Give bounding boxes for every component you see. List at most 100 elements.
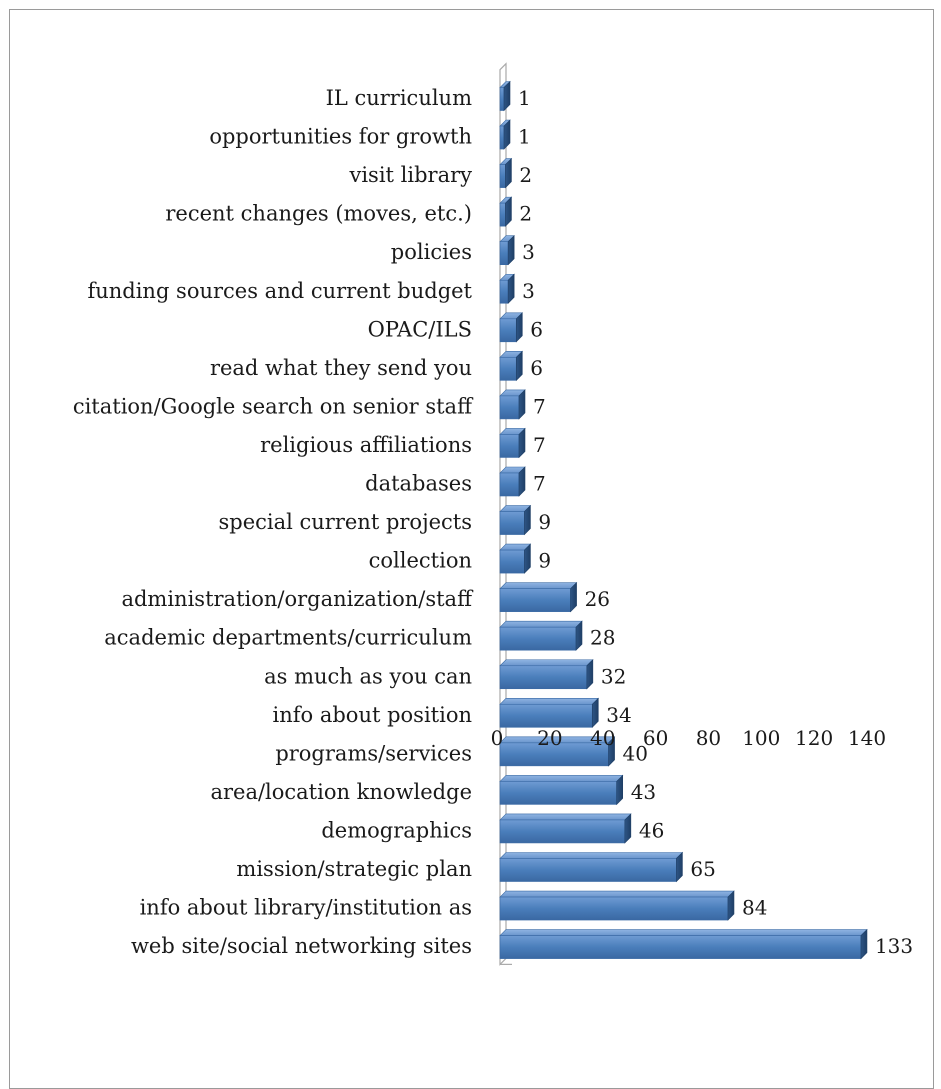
bar-top-face (499, 659, 594, 667)
category-label: info about position (273, 703, 472, 727)
data-label: 46 (639, 818, 664, 842)
data-label: 7 (533, 394, 546, 418)
bar-top-face (499, 697, 600, 705)
x-tick-label: 0 (491, 726, 504, 750)
bar (499, 466, 526, 497)
bar-front-face (499, 279, 509, 304)
category-label: info about library/institution as (140, 896, 472, 920)
bar-side-face (524, 504, 531, 536)
category-label: IL curriculum (326, 86, 473, 110)
bar (499, 119, 511, 150)
bar-side-face (570, 581, 577, 613)
bar-front-face (499, 665, 588, 690)
bar-front-face (499, 318, 517, 343)
bar-side-face (505, 157, 512, 189)
category-label: administration/organization/staff (121, 587, 474, 611)
bar-front-face (499, 395, 520, 420)
bar-side-face (515, 350, 523, 382)
bars-layer (499, 80, 868, 960)
bar-side-face (507, 234, 515, 266)
data-label: 2 (519, 163, 532, 187)
data-label: 9 (538, 510, 551, 534)
bar-side-face (616, 774, 624, 806)
bar (499, 697, 600, 729)
x-tick-label: 20 (537, 726, 562, 750)
x-tick-label: 40 (590, 726, 615, 750)
bar-side-face (505, 196, 512, 227)
bar (499, 80, 511, 112)
data-label: 7 (533, 433, 546, 457)
bar (499, 774, 624, 806)
category-label: mission/strategic plan (236, 857, 472, 881)
bar-front-face (499, 703, 593, 728)
bar-side-face (507, 273, 515, 304)
bar-top-face (499, 929, 868, 936)
bar (499, 813, 632, 844)
x-tick-label: 60 (643, 726, 668, 750)
bar (499, 350, 524, 382)
bar-front-face (499, 472, 520, 497)
data-label: 32 (601, 664, 626, 688)
category-label: OPAC/ILS (368, 317, 472, 341)
bar-front-face (499, 125, 505, 150)
data-label: 9 (538, 549, 551, 573)
category-label: visit library (348, 163, 472, 187)
bar-top-face (499, 775, 624, 782)
data-label: 6 (530, 356, 543, 380)
bar (499, 928, 868, 960)
bar-front-face (499, 588, 571, 612)
bar-top-face (499, 582, 578, 589)
bar-top-face (499, 890, 735, 898)
bar-side-face (515, 312, 523, 343)
bar-side-face (503, 119, 511, 150)
bar (499, 312, 524, 343)
bar-top-face (499, 852, 684, 859)
data-label: 84 (742, 896, 767, 920)
bar (499, 196, 513, 227)
bar-top-face (499, 813, 632, 821)
category-label: opportunities for growth (209, 125, 472, 149)
category-label: special current projects (218, 510, 472, 534)
bar-side-face (503, 80, 511, 112)
x-tick-label: 80 (696, 726, 721, 750)
data-label: 7 (533, 472, 546, 496)
bar-side-face (727, 890, 735, 921)
bar-front-face (499, 164, 506, 188)
bar (499, 157, 513, 189)
bar-side-face (518, 389, 526, 420)
x-tick-label: 140 (848, 726, 886, 750)
bar-front-face (499, 357, 517, 381)
data-label: 133 (875, 934, 913, 958)
bar (499, 620, 583, 651)
bar-front-face (499, 781, 618, 805)
bar-side-face (586, 659, 594, 690)
bar-front-face (499, 434, 520, 458)
bar-front-face (499, 626, 577, 651)
bar (499, 273, 515, 304)
bar (499, 234, 515, 266)
data-label: 40 (623, 741, 648, 765)
data-label: 28 (590, 626, 615, 650)
data-label: 1 (518, 125, 531, 149)
bar-side-face (676, 851, 683, 883)
bar-front-face (499, 87, 505, 111)
category-label: databases (365, 472, 472, 496)
category-label: funding sources and current budget (87, 279, 472, 303)
chart-frame (9, 9, 934, 1089)
data-label: 65 (690, 857, 715, 881)
category-label: demographics (321, 818, 472, 842)
bar-side-face (624, 813, 632, 844)
category-label: read what they send you (210, 356, 472, 380)
data-label: 1 (518, 86, 531, 110)
bar-side-face (518, 427, 526, 459)
x-tick-label: 120 (795, 726, 833, 750)
data-label: 2 (519, 202, 532, 226)
bar (499, 851, 684, 883)
category-label: area/location knowledge (210, 780, 472, 804)
data-label: 26 (585, 587, 610, 611)
data-label: 3 (522, 240, 535, 264)
bar-side-face (524, 543, 531, 574)
bar-front-face (499, 549, 525, 574)
bar (499, 890, 735, 921)
